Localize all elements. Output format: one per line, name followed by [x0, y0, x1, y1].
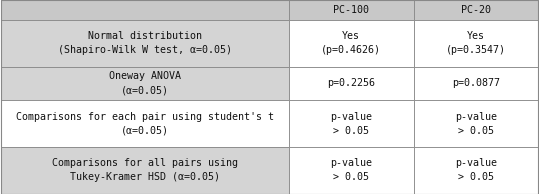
Text: p-value
> 0.05: p-value > 0.05 — [330, 158, 372, 182]
Bar — [288, 0, 413, 20]
Bar — [288, 100, 413, 147]
Text: p-value
> 0.05: p-value > 0.05 — [330, 112, 372, 136]
Bar — [1, 67, 288, 100]
Text: Comparisons for all pairs using
Tukey-Kramer HSD (α=0.05): Comparisons for all pairs using Tukey-Kr… — [52, 158, 238, 182]
Bar — [1, 147, 288, 194]
Bar — [413, 0, 538, 20]
Bar — [413, 67, 538, 100]
Text: p=0.0877: p=0.0877 — [452, 78, 500, 88]
Bar — [288, 67, 413, 100]
Bar — [1, 20, 288, 67]
Text: PC-20: PC-20 — [461, 5, 491, 15]
Text: PC-100: PC-100 — [333, 5, 369, 15]
Text: Normal distribution
(Shapiro-Wilk W test, α=0.05): Normal distribution (Shapiro-Wilk W test… — [58, 31, 232, 55]
Bar — [413, 20, 538, 67]
Text: p-value
> 0.05: p-value > 0.05 — [455, 112, 497, 136]
Text: Yes
(p=0.3547): Yes (p=0.3547) — [446, 31, 506, 55]
Text: p=0.2256: p=0.2256 — [327, 78, 375, 88]
Bar — [1, 0, 288, 20]
Text: Oneway ANOVA
(α=0.05): Oneway ANOVA (α=0.05) — [108, 71, 181, 95]
Text: Yes
(p=0.4626): Yes (p=0.4626) — [321, 31, 381, 55]
Text: p-value
> 0.05: p-value > 0.05 — [455, 158, 497, 182]
Bar — [288, 20, 413, 67]
Bar — [413, 100, 538, 147]
Bar — [413, 147, 538, 194]
Text: Comparisons for each pair using student's t
(α=0.05): Comparisons for each pair using student'… — [16, 112, 274, 136]
Bar — [288, 147, 413, 194]
Bar — [1, 100, 288, 147]
